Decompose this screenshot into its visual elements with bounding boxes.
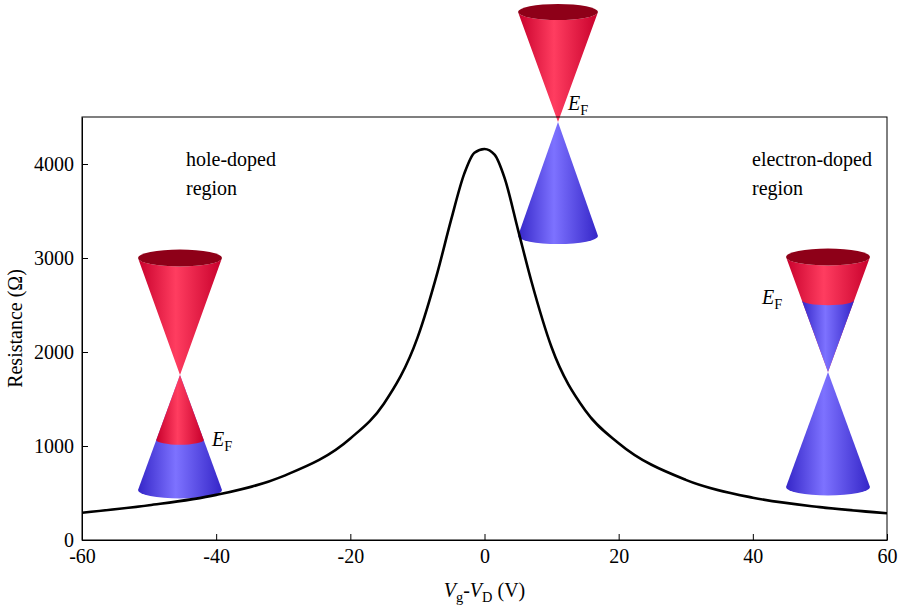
tick-mark: [82, 164, 88, 165]
tick-mark: [82, 352, 88, 353]
tick-label: 0: [64, 529, 74, 551]
tick-label: 4000: [34, 153, 74, 175]
cone-lower: [138, 375, 222, 498]
cone-upper: [518, 12, 598, 122]
tick-mark: [82, 446, 88, 447]
region-label: electron-dopedregion: [752, 148, 872, 200]
tick-label: 0: [480, 545, 490, 567]
tick: 0: [480, 534, 490, 567]
tick: 3000: [34, 247, 88, 269]
tick-label: -20: [337, 545, 364, 567]
tick-label: 60: [878, 545, 898, 567]
tick-mark: [350, 534, 351, 540]
resistance-line: [82, 149, 887, 513]
tick-label: 40: [743, 545, 763, 567]
cone-filled-part: [802, 300, 855, 372]
tick-label: 20: [609, 545, 629, 567]
tick-mark: [82, 540, 88, 541]
tick-mark: [485, 534, 486, 540]
cone-illustrations: [138, 4, 870, 498]
tick-label: 2000: [34, 341, 74, 363]
tick-label: 1000: [34, 435, 74, 457]
cone-upper: [138, 258, 222, 375]
tick-mark: [753, 534, 754, 540]
tick: 2000: [34, 341, 88, 363]
tick-mark: [887, 534, 888, 540]
axis-line: [82, 118, 83, 541]
tick: 20: [609, 534, 629, 567]
plot-frame: [82, 117, 887, 540]
chart: -60-40-20020406001000200030004000Vg-VD (…: [0, 0, 905, 615]
cone-opening: [786, 249, 870, 266]
axis-line: [83, 540, 888, 541]
tick: 1000: [34, 435, 88, 457]
tick-label: -40: [203, 545, 230, 567]
tick-mark: [619, 534, 620, 540]
cone-lower: [786, 372, 870, 495]
tick-label: 3000: [34, 247, 74, 269]
x-axis: -60-40-200204060: [69, 534, 897, 567]
cone-opening: [518, 4, 598, 20]
tick: -20: [337, 534, 364, 567]
plot-area: [82, 149, 887, 513]
fermi-level-label: EF: [211, 428, 232, 454]
tick: 0: [64, 529, 88, 551]
fermi-level-label: EF: [761, 286, 782, 312]
cone-lower: [518, 122, 598, 244]
cone-opening: [138, 250, 222, 267]
y-axis: 0 1000 2000 3000 4000: [34, 118, 88, 551]
tick: -40: [203, 534, 230, 567]
x-axis-title: Vg-VD (V): [444, 579, 525, 605]
tick: 60: [878, 534, 898, 567]
cone-lower: [156, 375, 203, 445]
tick-mark: [216, 534, 217, 540]
fermi-level-label: EF: [567, 92, 588, 118]
tick: 4000: [34, 153, 88, 175]
region-label: hole-dopedregion: [186, 148, 276, 200]
tick-mark: [82, 258, 88, 259]
tick: 40: [743, 534, 763, 567]
y-axis-title: Resistance (Ω): [4, 269, 27, 388]
cone-upper: [786, 257, 870, 372]
